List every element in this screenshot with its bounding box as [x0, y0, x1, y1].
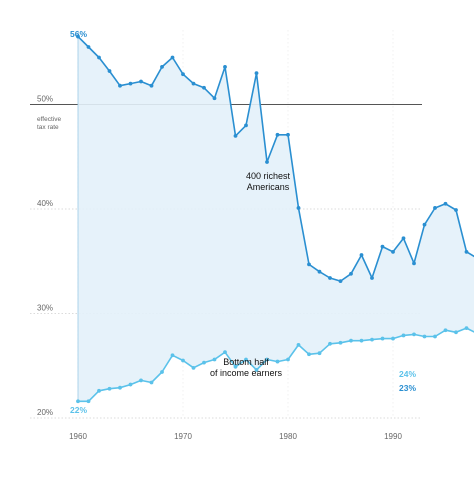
point-top-1961 [86, 45, 91, 49]
point-top-1976 [244, 123, 248, 128]
x-tick-label-1970: 1970 [174, 432, 192, 441]
point-top-1991 [401, 236, 406, 241]
point-top-1969 [170, 55, 175, 60]
point-bottom-1960 [76, 399, 80, 404]
point-bottom-1985 [338, 340, 343, 345]
point-top-1981 [296, 206, 301, 210]
point-bottom-1971 [191, 365, 196, 370]
point-bottom-1987 [359, 338, 364, 343]
end-label-top: 23% [399, 383, 416, 393]
point-top-1992 [412, 261, 416, 266]
point-top-1994 [433, 206, 437, 210]
point-top-1968 [160, 64, 164, 69]
point-bottom-1982 [307, 352, 311, 357]
point-bottom-1996 [454, 330, 458, 335]
point-top-1982 [307, 262, 311, 267]
series-points [76, 34, 469, 404]
point-bottom-1961 [86, 399, 91, 404]
series-label-top-line1: 400 richest [246, 171, 291, 181]
point-top-1988 [370, 276, 374, 280]
point-bottom-1988 [370, 337, 374, 342]
point-top-1971 [191, 81, 196, 86]
point-top-1975 [233, 133, 238, 138]
point-bottom-1977 [254, 368, 259, 372]
y-tick-label-30: 30% [37, 304, 53, 313]
point-bottom-1970 [181, 358, 185, 363]
point-top-1997 [464, 249, 469, 254]
point-top-1966 [139, 79, 143, 84]
point-bottom-1978 [265, 357, 269, 362]
reference-line-sublabel-1: effective [37, 116, 61, 123]
point-bottom-1966 [139, 378, 143, 383]
point-bottom-1969 [170, 353, 175, 358]
point-bottom-1976 [244, 357, 248, 362]
point-top-1967 [149, 83, 154, 88]
point-top-1977 [254, 71, 259, 76]
point-bottom-1984 [328, 341, 332, 346]
point-bottom-1979 [275, 359, 280, 364]
point-bottom-1963 [107, 386, 112, 391]
point-bottom-1994 [433, 334, 437, 339]
point-top-1980 [286, 132, 290, 137]
point-top-1964 [118, 83, 122, 88]
point-top-1979 [275, 132, 280, 137]
y-tick-label-20: 20% [37, 408, 53, 417]
point-top-1996 [454, 208, 458, 212]
series-label-bottom-line1: Bottom half [223, 357, 269, 367]
point-bottom-1968 [160, 370, 164, 374]
point-bottom-1991 [401, 333, 406, 338]
start-label-bottom: 22% [70, 405, 87, 415]
point-top-1965 [128, 81, 133, 86]
point-top-1993 [422, 222, 427, 227]
series-label-top-line2: Americans [247, 182, 290, 192]
point-bottom-1965 [128, 382, 133, 387]
reference-line-sublabel-2: tax rate [37, 124, 59, 131]
x-tick-label-1990: 1990 [384, 432, 402, 441]
point-top-1962 [97, 55, 101, 60]
point-bottom-1993 [422, 334, 427, 339]
x-tick-label-1960: 1960 [69, 432, 87, 441]
point-bottom-1995 [443, 328, 448, 333]
point-bottom-1981 [296, 342, 301, 347]
point-top-1973 [212, 96, 217, 101]
point-top-1984 [328, 276, 332, 280]
point-top-1960 [76, 34, 80, 39]
point-top-1972 [202, 85, 206, 90]
series-label-bottom-line2: of income earners [210, 368, 283, 378]
point-top-1970 [181, 72, 185, 77]
y-tick-label-50: 50% [37, 95, 53, 104]
point-top-1983 [317, 269, 322, 274]
x-tick-label-1980: 1980 [279, 432, 297, 441]
point-bottom-1973 [212, 357, 217, 362]
point-top-1963 [107, 69, 112, 73]
point-bottom-1990 [391, 336, 395, 341]
point-bottom-1974 [223, 350, 227, 355]
point-top-1995 [443, 201, 448, 206]
point-bottom-1962 [97, 388, 101, 393]
point-bottom-1997 [464, 326, 469, 331]
point-top-1985 [338, 279, 343, 284]
point-bottom-1975 [233, 364, 238, 369]
point-bottom-1964 [118, 385, 122, 390]
point-bottom-1992 [412, 332, 416, 337]
end-label-bottom: 24% [399, 369, 416, 379]
y-axis-labels: 20% 30% 40% 50% [37, 95, 53, 418]
point-top-1987 [359, 253, 364, 257]
point-top-1990 [391, 249, 395, 254]
point-bottom-1983 [317, 351, 322, 356]
point-bottom-1967 [149, 380, 154, 385]
point-top-1989 [380, 244, 385, 249]
y-tick-label-40: 40% [37, 199, 53, 208]
x-axis-labels: 1960197019801990200020102018 [69, 432, 402, 441]
point-top-1986 [349, 271, 353, 276]
point-bottom-1989 [380, 336, 385, 341]
point-bottom-1986 [349, 338, 353, 343]
point-bottom-1980 [286, 357, 290, 362]
start-label-top: 56% [70, 29, 87, 39]
gap-area-fill [78, 36, 474, 402]
point-bottom-1972 [202, 360, 206, 365]
point-top-1978 [265, 160, 269, 164]
point-top-1974 [223, 64, 227, 69]
